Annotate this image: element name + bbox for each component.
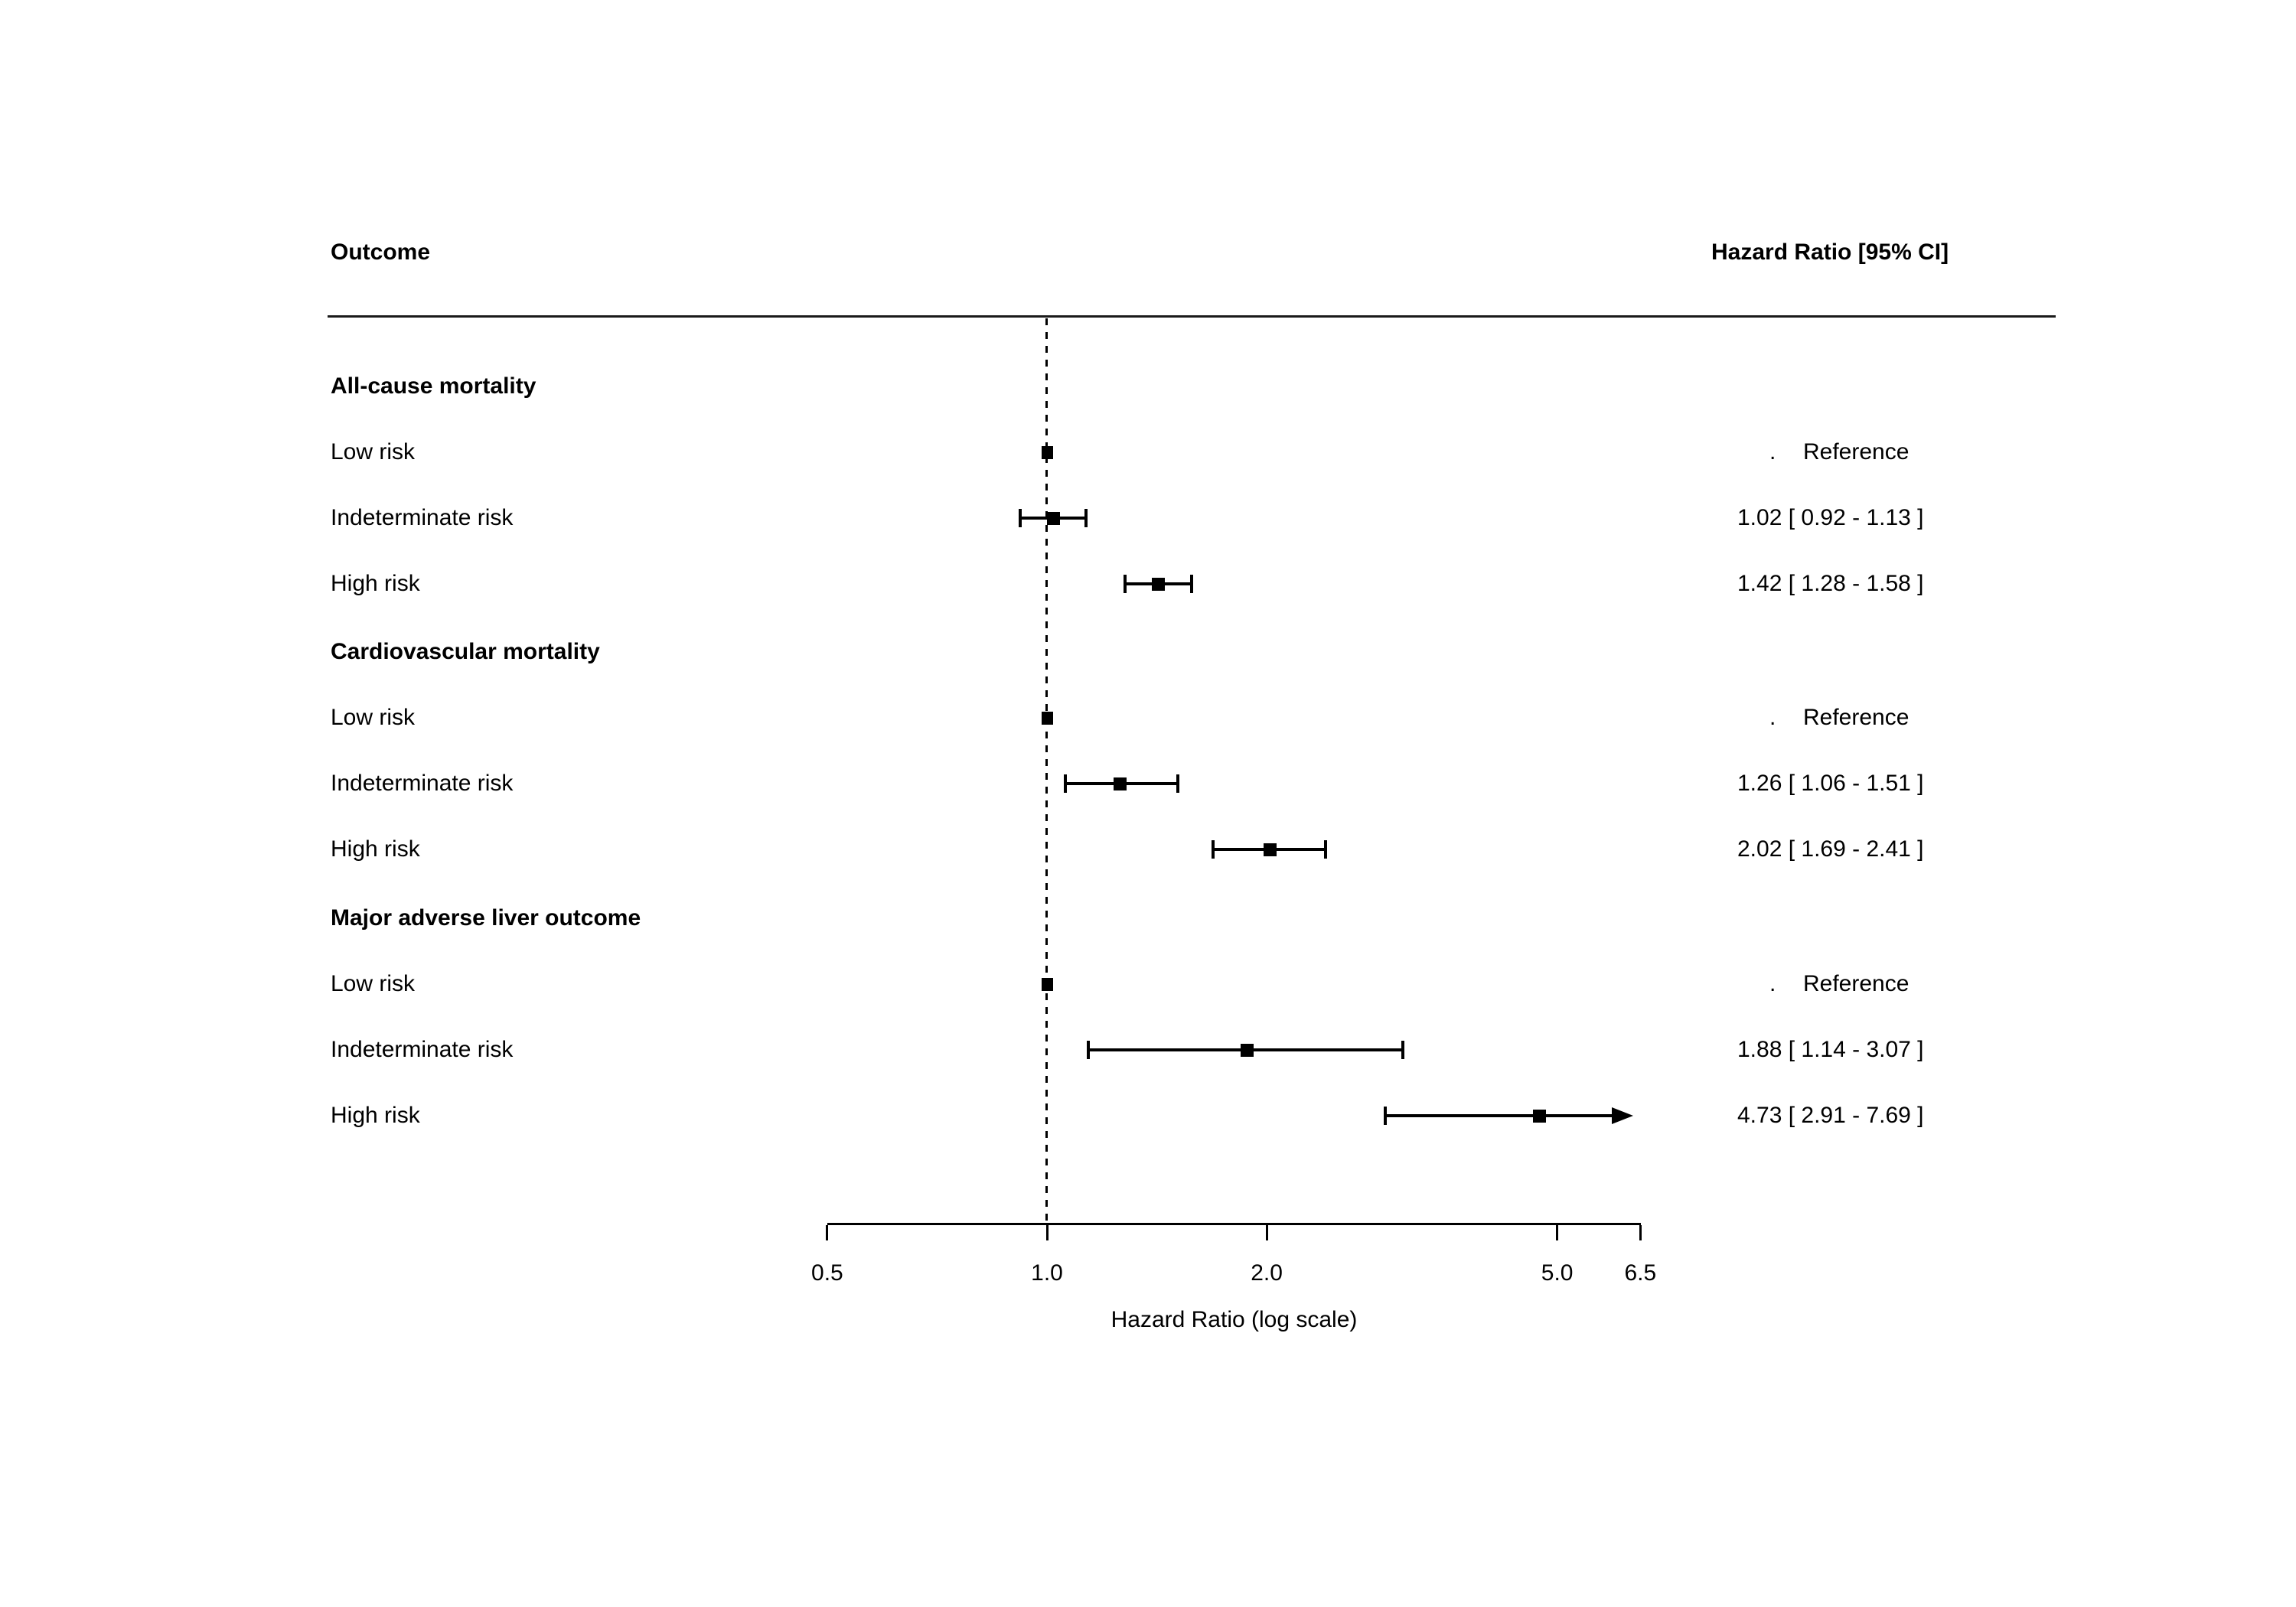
x-axis-tick: [1045, 1225, 1049, 1240]
group-header: Major adverse liver outcome: [331, 905, 641, 931]
row-annotation: Reference: [1803, 971, 1910, 996]
row-label: High risk: [331, 836, 420, 862]
x-axis-tick: [1265, 1225, 1268, 1240]
row-annotation: 1.42 [ 1.28 - 1.58 ]: [1737, 571, 1924, 596]
ci-cap-low: [1064, 774, 1068, 793]
ci-cap-low: [1212, 840, 1215, 859]
ci-cap-high: [1190, 575, 1194, 593]
row-annotation: 1.88 [ 1.14 - 3.07 ]: [1737, 1037, 1924, 1062]
row-annotation: 2.02 [ 1.69 - 2.41 ]: [1737, 836, 1924, 862]
point-marker: [1240, 1043, 1254, 1057]
row-label: High risk: [331, 571, 420, 596]
reference-dot: .: [1769, 971, 1776, 996]
x-axis-tick-label: 2.0: [1251, 1260, 1283, 1286]
ci-line: [1385, 1114, 1612, 1117]
ci-cap-high: [1084, 509, 1088, 527]
row-label: Indeterminate risk: [331, 505, 514, 530]
ci-cap-low: [1087, 1041, 1091, 1059]
row-label: Indeterminate risk: [331, 1037, 514, 1062]
point-marker: [1533, 1109, 1547, 1123]
reference-line: [1045, 318, 1048, 1224]
ci-cap-high: [1401, 1041, 1404, 1059]
point-marker: [1041, 445, 1053, 459]
x-axis-tick-label: 5.0: [1541, 1260, 1574, 1286]
ci-cap-low: [1124, 575, 1127, 593]
row-annotation: Reference: [1803, 439, 1910, 464]
x-axis-tick: [1639, 1225, 1642, 1240]
reference-dot: .: [1769, 439, 1776, 464]
x-axis-title: Hazard Ratio (log scale): [1110, 1307, 1358, 1332]
row-label: Low risk: [331, 971, 416, 996]
row-label: Indeterminate risk: [331, 771, 514, 796]
row-annotation: Reference: [1803, 705, 1910, 730]
header-rule: [328, 315, 2056, 318]
x-axis-tick: [1556, 1225, 1559, 1240]
ci-cap-low: [1019, 509, 1022, 527]
x-axis-line: [827, 1223, 1641, 1225]
ci-cap-low: [1384, 1107, 1388, 1125]
point-marker: [1041, 711, 1053, 725]
group-header: Cardiovascular mortality: [331, 639, 600, 664]
x-axis-tick-label: 0.5: [811, 1260, 843, 1286]
reference-dot: .: [1769, 705, 1776, 730]
row-label: Low risk: [331, 705, 416, 730]
column-header-hazard-ratio: Hazard Ratio [95% CI]: [1711, 240, 1949, 265]
row-label: Low risk: [331, 439, 416, 464]
row-annotation: 1.26 [ 1.06 - 1.51 ]: [1737, 771, 1924, 796]
point-marker: [1041, 977, 1053, 991]
x-axis-tick-label: 1.0: [1031, 1260, 1063, 1286]
point-marker: [1263, 843, 1277, 856]
row-annotation: 4.73 [ 2.91 - 7.69 ]: [1737, 1103, 1924, 1128]
x-axis-tick: [826, 1225, 829, 1240]
ci-cap-high: [1176, 774, 1179, 793]
arrow-right-icon: [1612, 1107, 1633, 1124]
column-header-outcome: Outcome: [331, 240, 431, 265]
point-marker: [1151, 577, 1165, 591]
row-annotation: 1.02 [ 0.92 - 1.13 ]: [1737, 505, 1924, 530]
point-marker: [1046, 511, 1060, 525]
x-axis-tick-label: 6.5: [1624, 1260, 1657, 1286]
row-label: High risk: [331, 1103, 420, 1128]
group-header: All-cause mortality: [331, 373, 536, 399]
ci-cap-high: [1324, 840, 1328, 859]
point-marker: [1114, 777, 1127, 790]
